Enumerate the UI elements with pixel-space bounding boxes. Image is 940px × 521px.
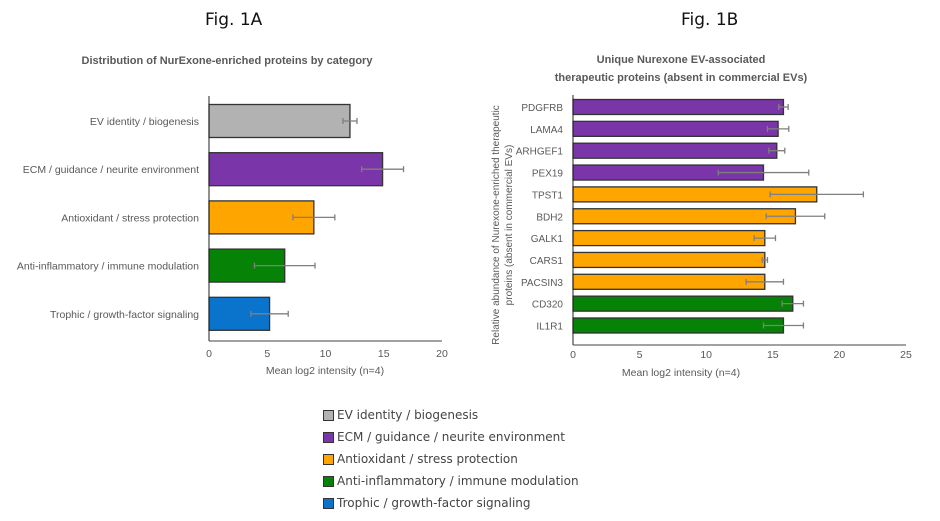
category-label: IL1R1: [536, 322, 563, 333]
x-tick-label: 0: [206, 348, 212, 360]
legend-label: ECM / guidance / neurite environment: [337, 430, 565, 444]
category-label: PACSIN3: [521, 278, 563, 289]
category-label: PEX19: [532, 169, 564, 180]
category-label: EV identity / biogenesis: [90, 116, 199, 128]
fig-1a-label: Fig. 1A: [205, 10, 263, 30]
x-tick-label: 10: [700, 349, 712, 361]
x-tick-label: 15: [767, 349, 779, 361]
category-label: BDH2: [536, 212, 563, 223]
legend-label: Trophic / growth-factor signaling: [337, 496, 531, 510]
legend-label: Anti-inflammatory / immune modulation: [337, 474, 579, 488]
category-label: ECM / guidance / neurite environment: [23, 164, 199, 176]
legend-item: Trophic / growth-factor signaling: [323, 492, 579, 514]
legend-swatch: [323, 409, 334, 421]
legend-swatch: [323, 475, 334, 487]
x-tick-label: 20: [436, 348, 448, 360]
chart-title: Unique Nurexone EV-associated: [597, 54, 766, 66]
category-label: LAMA4: [530, 125, 563, 136]
x-axis-label: Mean log2 intensity (n=4): [622, 367, 740, 379]
legend-item: Anti-inflammatory / immune modulation: [323, 470, 579, 492]
category-label: ARHGEF1: [516, 147, 564, 158]
legend-swatch: [323, 453, 334, 465]
bar: [572, 229, 766, 247]
bar: [572, 208, 797, 225]
legend-label: EV identity / biogenesis: [337, 408, 479, 422]
category-label: Trophic / growth-factor signaling: [50, 309, 199, 321]
y-axis-label: proteins (absent in commercial EVs): [504, 145, 515, 306]
legend-item: ECM / guidance / neurite environment: [323, 426, 579, 448]
x-tick-label: 20: [834, 349, 846, 361]
legend-swatch: [323, 431, 334, 443]
legend-item: Antioxidant / stress protection: [323, 448, 579, 470]
bar: [572, 251, 766, 269]
legend-swatch: [323, 497, 334, 509]
category-label: GALK1: [531, 234, 564, 245]
x-tick-label: 0: [570, 349, 576, 361]
category-label: CD320: [532, 300, 564, 311]
charts-canvas: Distribution of NurExone-enriched protei…: [17, 54, 912, 379]
y-axis-label: Relative abundance of Nurexone-enriched …: [491, 105, 502, 345]
legend-item: EV identity / biogenesis: [323, 404, 579, 426]
category-label: CARS1: [530, 256, 564, 267]
chart-title: therapeutic proteins (absent in commerci…: [555, 72, 808, 84]
bar: [572, 317, 785, 334]
bar: [572, 295, 794, 312]
category-label: Antioxidant / stress protection: [61, 212, 199, 224]
x-tick-label: 15: [378, 348, 390, 360]
legend: EV identity / biogenesis ECM / guidance …: [323, 404, 579, 514]
bar: [572, 120, 779, 137]
category-label: PDGFRB: [521, 103, 563, 114]
x-tick-label: 5: [264, 348, 270, 360]
bar: [572, 98, 785, 116]
legend-label: Antioxidant / stress protection: [337, 452, 518, 466]
chart-title: Distribution of NurExone-enriched protei…: [82, 55, 374, 67]
category-label: TPST1: [532, 190, 564, 201]
bar: [208, 103, 351, 139]
category-label: Anti-inflammatory / immune modulation: [17, 261, 199, 273]
x-axis-label: Mean log2 intensity (n=4): [266, 365, 384, 377]
fig-1b-label: Fig. 1B: [681, 10, 739, 30]
bar: [572, 142, 778, 159]
bar: [208, 152, 384, 187]
x-tick-label: 5: [637, 349, 643, 361]
x-tick-label: 25: [900, 349, 912, 361]
bar: [572, 273, 766, 290]
x-tick-label: 10: [320, 348, 332, 360]
